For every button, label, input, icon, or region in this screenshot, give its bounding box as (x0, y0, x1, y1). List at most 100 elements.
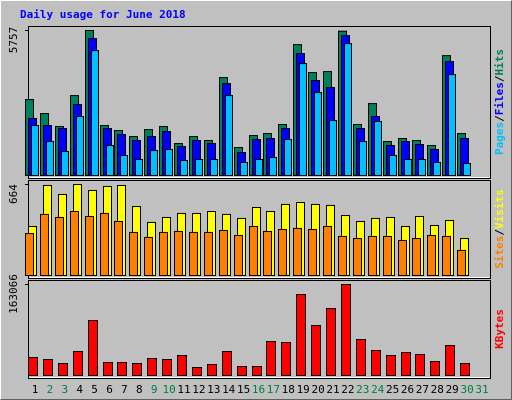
bar (308, 229, 317, 276)
x-tick-label: 17 (267, 383, 280, 396)
bar (100, 212, 109, 276)
bar (204, 231, 213, 276)
bar (299, 63, 307, 177)
bar (189, 231, 198, 276)
bar (356, 339, 366, 376)
x-tick-label: 8 (136, 383, 143, 396)
bar (58, 363, 68, 377)
bar (269, 157, 277, 176)
bar (114, 220, 123, 276)
bar (263, 230, 272, 276)
x-tick-label: 2 (47, 383, 54, 396)
legend: Pages/Files/Hits (493, 49, 506, 155)
bar (284, 139, 292, 176)
bar (210, 159, 218, 177)
bar (398, 239, 407, 277)
bar (103, 362, 113, 376)
x-tick-label: 20 (311, 383, 324, 396)
bar (368, 235, 377, 276)
bar (433, 162, 441, 176)
legend-entry: KBytes (493, 309, 506, 349)
bar (28, 357, 38, 376)
x-tick-label: 26 (401, 383, 414, 396)
bar (296, 294, 306, 376)
bar (147, 358, 157, 377)
bar (61, 151, 69, 176)
bar (73, 351, 83, 376)
bar (222, 351, 232, 376)
bar (278, 229, 287, 276)
bar (165, 149, 173, 176)
legend-separator: / (493, 75, 506, 82)
bar (31, 125, 39, 176)
x-tick-label: 25 (386, 383, 399, 396)
bar (386, 355, 396, 376)
bar (237, 366, 247, 376)
bar (293, 227, 302, 277)
bar (135, 159, 143, 177)
bar (225, 95, 233, 176)
bar (463, 163, 471, 176)
bar (159, 231, 168, 276)
bar (240, 162, 248, 176)
x-tick-label: 11 (177, 383, 190, 396)
bar (106, 145, 114, 176)
x-tick-label: 19 (297, 383, 310, 396)
x-tick-label: 16 (252, 383, 265, 396)
y-tick-label: 664 (7, 184, 20, 204)
bar (415, 354, 425, 377)
bar (252, 366, 262, 376)
bar (341, 284, 351, 376)
bar (162, 359, 172, 376)
bar (326, 308, 336, 376)
x-tick-label: 13 (207, 383, 220, 396)
bar (195, 159, 203, 177)
bar (314, 92, 322, 176)
bar (85, 216, 94, 277)
bar (266, 341, 276, 376)
bar (338, 235, 347, 276)
bar (344, 43, 352, 176)
bar (117, 362, 127, 376)
legend-entry: Pages (493, 122, 506, 155)
bar (180, 160, 188, 177)
legend-entry: Hits (493, 49, 506, 76)
bar (460, 363, 470, 377)
x-tick-label: 14 (222, 383, 236, 396)
y-tick-label: 163066 (7, 274, 20, 314)
bar (448, 74, 456, 176)
legend-entry: Sites (493, 236, 506, 269)
x-tick-label: 3 (61, 383, 68, 396)
x-tick-label: 30 (460, 383, 473, 396)
legend-entry: Visits (493, 189, 506, 229)
x-tick-label: 21 (326, 383, 339, 396)
bar (129, 231, 138, 276)
x-tick-label: 7 (121, 383, 128, 396)
x-tick-label: 12 (192, 383, 205, 396)
x-tick-label: 23 (356, 383, 369, 396)
x-tick-label: 18 (282, 383, 295, 396)
x-tick-label: 15 (237, 383, 250, 396)
bar (55, 216, 64, 277)
bar (442, 235, 451, 276)
x-tick-label: 6 (106, 383, 113, 396)
x-tick-label: 9 (151, 383, 158, 396)
bar (88, 320, 98, 377)
bar (389, 155, 397, 176)
y-tick-label: 5757 (7, 27, 20, 54)
x-tick-label: 1 (32, 383, 39, 396)
bar (91, 50, 99, 176)
bar (255, 159, 263, 177)
bar (371, 350, 381, 376)
x-tick-label: 10 (162, 383, 175, 396)
bar (46, 141, 54, 177)
bar (353, 238, 362, 277)
legend: KBytes (493, 309, 506, 349)
bar (401, 352, 411, 377)
legend-separator: / (493, 115, 506, 122)
x-tick-label: 5 (91, 383, 98, 396)
x-tick-label: 24 (371, 383, 385, 396)
